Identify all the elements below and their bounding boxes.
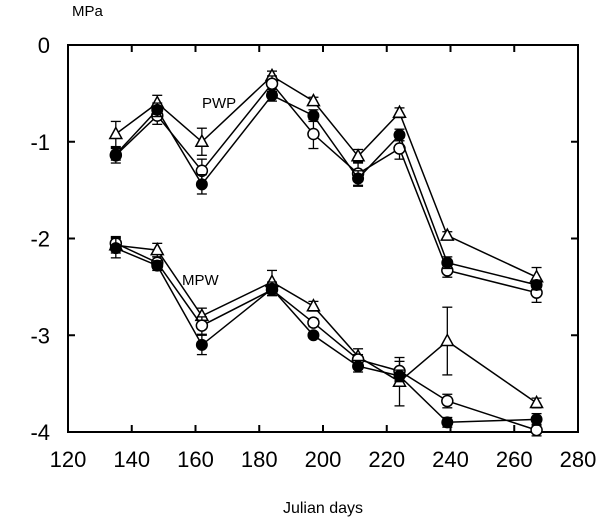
y-tick-label: -4	[30, 420, 50, 445]
y-tick-label: -3	[30, 323, 50, 348]
data-point	[352, 172, 365, 185]
x-tick-label: 120	[50, 447, 87, 472]
x-tick-label: 180	[241, 447, 278, 472]
x-tick-label: 240	[432, 447, 469, 472]
x-tick-label: 220	[368, 447, 405, 472]
y-tick-label: -1	[30, 130, 50, 155]
x-tick-label: 260	[496, 447, 533, 472]
data-point	[149, 242, 165, 256]
data-point	[195, 338, 208, 351]
x-tick-label: 280	[560, 447, 597, 472]
data-point	[352, 360, 365, 373]
series-line-pwp-triangle-open	[115, 75, 537, 278]
x-tick-label: 140	[113, 447, 150, 472]
unit-label: MPa	[72, 3, 104, 20]
series-line-pwp-circle-filled	[115, 94, 537, 286]
data-point	[393, 128, 406, 141]
data-point	[440, 227, 455, 241]
x-tick-label: 200	[305, 447, 342, 472]
data-point	[441, 394, 454, 408]
series-pwp-circle-filled	[109, 88, 543, 291]
data-point	[109, 148, 122, 161]
data-point	[195, 319, 209, 332]
plot-frame	[67, 44, 579, 433]
data-point	[530, 423, 543, 437]
series-mpw-circle-filled	[109, 237, 543, 429]
data-point	[306, 93, 321, 107]
data-point	[306, 298, 321, 312]
x-axis-title: Julian days	[283, 500, 363, 517]
series-line-pwp-circle-open	[115, 82, 537, 294]
data-point	[109, 242, 122, 255]
series-label-mpw: MPW	[182, 272, 220, 289]
data-point	[195, 178, 208, 191]
data-point	[441, 256, 454, 269]
y-tick-label: 0	[38, 33, 50, 58]
data-point	[265, 77, 279, 90]
data-point	[151, 259, 164, 272]
data-point	[393, 369, 406, 382]
series-mpw-triangle-open	[108, 236, 544, 409]
data-point	[307, 109, 320, 122]
data-point	[440, 332, 455, 347]
data-point	[194, 133, 210, 147]
axis-ticks: 120 140 160 180 200 220 240 260 280 0 -1 -2 -3 -4	[30, 33, 596, 472]
data-point	[350, 148, 366, 162]
data-point	[108, 125, 124, 140]
data-point	[151, 103, 164, 116]
series-label-pwp: PWP	[202, 95, 236, 112]
data-point	[307, 329, 320, 342]
data-point	[266, 89, 278, 102]
data-point	[307, 127, 320, 141]
series-line-mpw-circle-filled	[115, 247, 537, 424]
x-tick-label: 160	[177, 447, 214, 472]
data-point	[307, 316, 320, 329]
data-point	[530, 413, 543, 426]
series-layer	[108, 67, 544, 437]
data-point	[529, 394, 544, 409]
data-point	[441, 416, 454, 429]
data-point	[266, 282, 278, 295]
data-point	[392, 104, 407, 118]
y-tick-label: -2	[30, 227, 50, 252]
series-mpw-circle-open	[109, 235, 543, 437]
series-pwp-triangle-open	[108, 67, 544, 288]
data-point	[530, 278, 543, 291]
series-pwp-circle-open	[109, 75, 543, 304]
series-line-mpw-circle-open	[115, 242, 537, 431]
